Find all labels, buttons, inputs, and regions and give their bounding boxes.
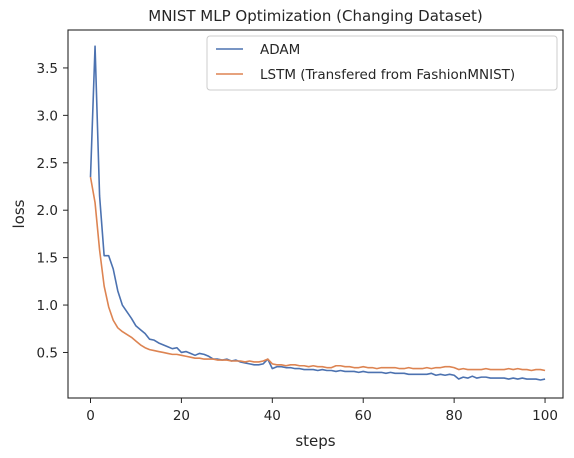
x-tick-label: 60 [355,408,372,424]
legend-label-lstm: LSTM (Transfered from FashionMNIST) [260,67,515,83]
x-tick-label: 20 [173,408,190,424]
series-line-adam [89,45,546,381]
x-axis-label: steps [295,432,335,450]
y-tick-label: 2.0 [37,203,58,219]
x-tick-label: 0 [86,408,95,424]
y-tick-label: 0.5 [37,345,58,361]
series-line-lstm [89,176,546,372]
y-axis-label: loss [10,199,28,228]
chart-title: MNIST MLP Optimization (Changing Dataset… [148,7,482,25]
legend: ADAM LSTM (Transfered from FashionMNIST) [206,35,558,91]
y-tick-label: 1.5 [37,251,58,267]
y-tick-label: 3.0 [37,108,58,124]
y-tick-label: 1.0 [37,298,58,314]
legend-label-adam: ADAM [260,42,300,58]
x-tick-label: 40 [264,408,281,424]
y-tick-label: 2.5 [37,156,58,172]
legend-box [206,35,558,91]
y-axis-ticks: 0.5 1.0 1.5 2.0 2.5 3.0 3.5 [37,61,68,361]
x-tick-label: 100 [532,408,558,424]
x-axis-ticks: 0 20 40 60 80 100 [86,398,558,424]
plot-area [68,30,563,398]
y-tick-label: 3.5 [37,61,58,77]
x-tick-label: 80 [446,408,463,424]
plot-frame [67,29,564,399]
series-layer [89,45,546,381]
